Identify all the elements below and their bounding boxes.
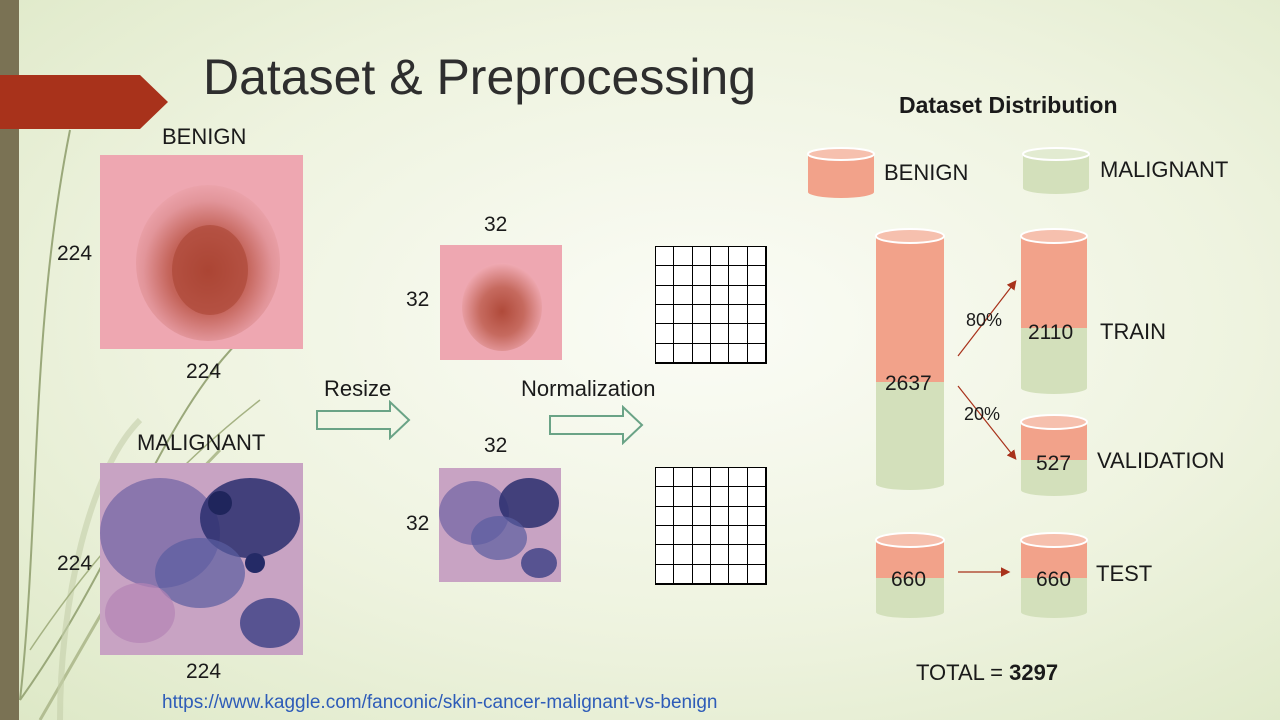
benign-width-label: 224	[186, 360, 222, 383]
total-count: TOTAL = 3297	[916, 660, 1058, 686]
normalization-label: Normalization	[521, 376, 656, 401]
test-source-cylinder	[875, 532, 945, 618]
distribution-title: Dataset Distribution	[899, 92, 1118, 118]
page-title: Dataset & Preprocessing	[203, 49, 757, 105]
validation-label: VALIDATION	[1097, 448, 1225, 473]
validation-value: 527	[1036, 452, 1072, 475]
main-value: 2637	[885, 372, 932, 395]
benign-height-label: 224	[57, 242, 93, 265]
malignant-resized-image	[439, 468, 561, 582]
test-label: TEST	[1096, 561, 1153, 586]
malignant-label: MALIGNANT	[137, 430, 266, 455]
train-value: 2110	[1028, 321, 1074, 344]
validation-cylinder	[1020, 414, 1088, 496]
test-source-value: 660	[891, 568, 927, 591]
train-cylinder	[1020, 228, 1088, 394]
resize-label: Resize	[324, 376, 392, 401]
title-arrow-icon	[0, 75, 168, 129]
legend-benign-label: BENIGN	[884, 160, 969, 185]
malignant-resized-height-label: 32	[406, 512, 430, 535]
benign-resized-image	[440, 245, 562, 360]
resize-arrow-icon	[316, 400, 411, 440]
total-prefix: TOTAL =	[916, 660, 1010, 685]
malignant-height-label: 224	[57, 552, 93, 575]
legend-benign-cylinder-icon	[807, 147, 875, 198]
malignant-normalized-grid	[655, 467, 767, 585]
train-percent: 80%	[966, 310, 1003, 330]
benign-resized-height-label: 32	[406, 288, 430, 311]
test-cylinder	[1020, 532, 1088, 618]
sidebar-strip	[0, 0, 19, 720]
legend-malignant-cylinder-icon	[1022, 147, 1090, 194]
validation-percent: 20%	[964, 404, 1001, 424]
total-value: 3297	[1009, 660, 1059, 685]
train-label: TRAIN	[1100, 319, 1166, 344]
malignant-resized-width-label: 32	[484, 434, 508, 457]
malignant-lesion-image	[100, 463, 303, 655]
benign-lesion-image	[100, 155, 303, 349]
validation-arrow-icon	[957, 385, 1017, 460]
source-link[interactable]: https://www.kaggle.com/fanconic/skin-can…	[162, 692, 718, 713]
test-value: 660	[1036, 568, 1072, 591]
benign-normalized-grid	[655, 246, 767, 364]
normalization-arrow-icon	[549, 405, 644, 445]
malignant-width-label: 224	[186, 660, 222, 683]
main-dataset-cylinder	[875, 228, 945, 490]
legend-malignant-label: MALIGNANT	[1100, 157, 1229, 182]
benign-resized-width-label: 32	[484, 213, 508, 236]
distribution-cylinders	[807, 147, 1090, 618]
benign-label: BENIGN	[162, 124, 247, 149]
train-arrow-icon	[957, 280, 1017, 357]
